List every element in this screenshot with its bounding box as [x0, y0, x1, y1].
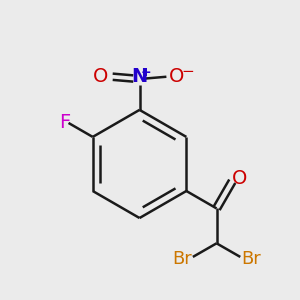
Text: Br: Br [241, 250, 261, 268]
Text: Br: Br [172, 250, 192, 268]
Text: O: O [232, 169, 248, 188]
Text: N: N [131, 67, 148, 86]
Text: −: − [181, 64, 194, 79]
Text: O: O [92, 67, 108, 86]
Text: F: F [59, 113, 70, 133]
Text: O: O [169, 67, 184, 86]
Text: +: + [140, 66, 151, 79]
